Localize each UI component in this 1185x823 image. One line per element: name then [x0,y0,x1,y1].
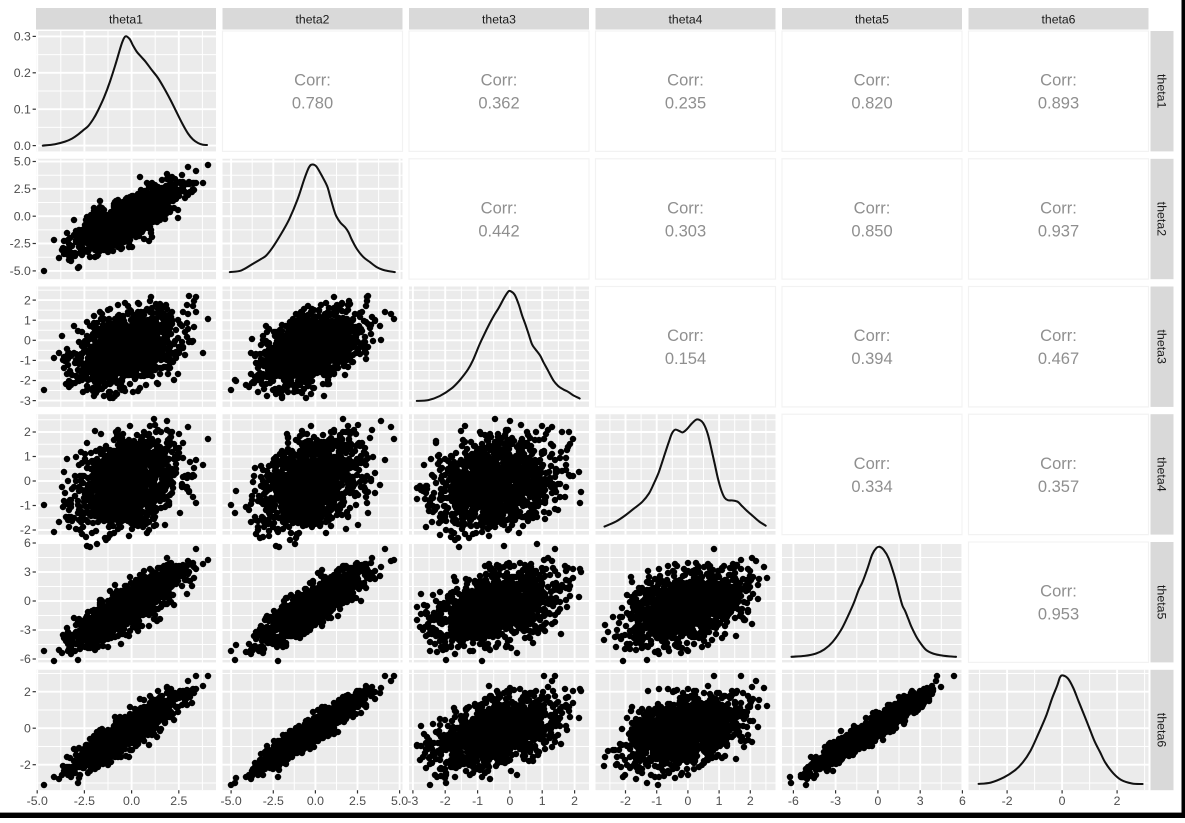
svg-text:0.467: 0.467 [1038,350,1079,368]
svg-text:Corr:: Corr: [481,199,518,217]
svg-text:0.154: 0.154 [665,350,706,368]
svg-text:Corr:: Corr: [294,72,331,90]
svg-text:-2.5: -2.5 [10,237,31,251]
svg-text:-2.5: -2.5 [74,794,95,808]
svg-text:Corr:: Corr: [1040,583,1077,601]
svg-text:2.5: 2.5 [170,794,187,808]
svg-text:0.953: 0.953 [1038,606,1079,624]
svg-text:0.820: 0.820 [851,95,892,113]
svg-text:-5.0: -5.0 [10,264,31,278]
svg-text:0: 0 [506,794,513,808]
svg-text:Corr:: Corr: [854,455,891,473]
svg-text:-1: -1 [651,794,662,808]
svg-text:-1: -1 [20,499,31,513]
svg-text:0: 0 [24,334,31,348]
svg-text:2: 2 [571,794,578,808]
svg-text:Corr:: Corr: [854,72,891,90]
svg-text:theta5: theta5 [855,12,889,26]
svg-text:2: 2 [747,794,754,808]
svg-text:0.1: 0.1 [14,102,31,116]
svg-text:Corr:: Corr: [854,199,891,217]
svg-text:-2: -2 [440,794,451,808]
svg-text:-2: -2 [20,523,31,537]
svg-text:0.442: 0.442 [478,222,519,240]
svg-text:Corr:: Corr: [667,199,704,217]
svg-text:0: 0 [874,794,881,808]
svg-text:Corr:: Corr: [1040,455,1077,473]
svg-text:-6: -6 [788,794,799,808]
svg-text:-2: -2 [20,374,31,388]
svg-text:-2: -2 [20,758,31,772]
svg-text:theta2: theta2 [296,12,330,26]
svg-text:-3: -3 [20,623,31,637]
svg-text:1: 1 [24,313,31,327]
svg-text:0: 0 [24,474,31,488]
svg-text:0.0: 0.0 [123,794,140,808]
svg-text:-3: -3 [407,794,418,808]
svg-text:3: 3 [24,565,31,579]
svg-text:0.2: 0.2 [14,66,31,80]
svg-text:Corr:: Corr: [854,327,891,345]
svg-text:theta5: theta5 [1155,585,1169,620]
svg-text:0.937: 0.937 [1038,222,1079,240]
svg-text:0.0: 0.0 [14,209,31,223]
svg-text:0: 0 [24,594,31,608]
svg-text:theta6: theta6 [1155,713,1169,748]
svg-text:-6: -6 [20,652,31,666]
svg-text:2: 2 [24,685,31,699]
svg-text:3: 3 [917,794,924,808]
svg-text:0.394: 0.394 [851,350,892,368]
svg-text:0.780: 0.780 [292,95,333,113]
svg-text:0: 0 [684,794,691,808]
svg-text:-2.5: -2.5 [263,794,284,808]
svg-text:2: 2 [24,425,31,439]
svg-text:6: 6 [959,794,966,808]
svg-text:theta1: theta1 [109,12,143,26]
svg-text:theta3: theta3 [1155,329,1169,364]
svg-text:-3: -3 [20,394,31,408]
svg-text:Corr:: Corr: [481,72,518,90]
svg-text:-1: -1 [472,794,483,808]
svg-text:0.0: 0.0 [307,794,324,808]
svg-text:2.5: 2.5 [14,182,31,196]
svg-text:0.235: 0.235 [665,95,706,113]
svg-text:0.850: 0.850 [851,222,892,240]
svg-text:-2: -2 [620,794,631,808]
svg-text:1: 1 [24,450,31,464]
svg-text:2: 2 [24,293,31,307]
svg-text:0.0: 0.0 [14,139,31,153]
svg-text:-1: -1 [20,354,31,368]
svg-text:0.357: 0.357 [1038,478,1079,496]
svg-text:0.893: 0.893 [1038,95,1079,113]
svg-text:theta4: theta4 [1155,457,1169,492]
svg-text:Corr:: Corr: [1040,327,1077,345]
svg-text:-5.0: -5.0 [220,794,241,808]
svg-text:theta1: theta1 [1155,74,1169,109]
svg-text:2.5: 2.5 [349,794,366,808]
svg-text:2: 2 [1114,794,1121,808]
svg-text:0.303: 0.303 [665,222,706,240]
svg-text:theta6: theta6 [1042,12,1076,26]
svg-text:Corr:: Corr: [667,327,704,345]
svg-text:theta4: theta4 [669,12,703,26]
svg-text:-2: -2 [1002,794,1013,808]
svg-text:theta3: theta3 [482,12,516,26]
svg-text:0.334: 0.334 [851,478,892,496]
svg-text:Corr:: Corr: [1040,199,1077,217]
svg-text:0.362: 0.362 [478,95,519,113]
svg-text:0: 0 [24,721,31,735]
svg-text:1: 1 [539,794,546,808]
svg-text:Corr:: Corr: [667,72,704,90]
svg-text:theta2: theta2 [1155,202,1169,237]
svg-text:-5.0: -5.0 [27,794,48,808]
svg-text:5.0: 5.0 [14,155,31,169]
svg-text:5.0: 5.0 [391,794,408,808]
svg-text:0.3: 0.3 [14,30,31,44]
svg-text:6: 6 [24,536,31,550]
svg-text:0: 0 [1059,794,1066,808]
svg-text:1: 1 [716,794,723,808]
svg-text:Corr:: Corr: [1040,72,1077,90]
svg-text:-3: -3 [830,794,841,808]
